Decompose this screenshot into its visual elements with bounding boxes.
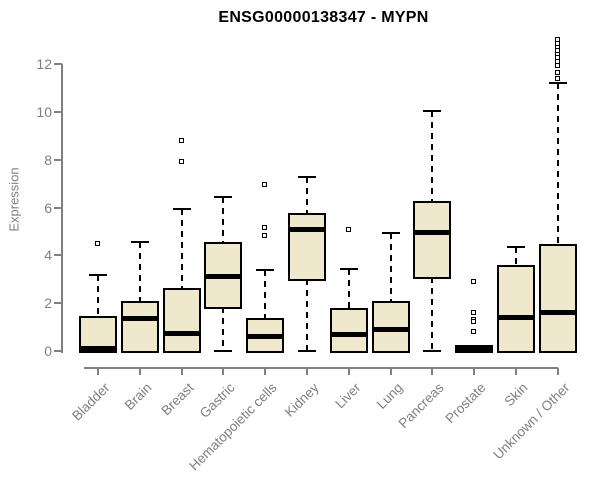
x-axis-tick bbox=[180, 368, 183, 375]
y-axis-tick bbox=[54, 63, 62, 66]
y-tick-label: 10 bbox=[36, 104, 52, 121]
median-line bbox=[81, 346, 115, 352]
y-tick-label: 2 bbox=[44, 295, 52, 312]
x-axis-tick bbox=[473, 368, 476, 375]
x-axis-tick bbox=[97, 368, 99, 375]
upper-whisker-line bbox=[97, 274, 99, 318]
x-axis-tick bbox=[138, 368, 141, 375]
upper-whisker-line bbox=[138, 242, 141, 304]
y-axis-tick bbox=[54, 206, 62, 209]
upper-whisker-cap bbox=[381, 231, 400, 234]
upper-whisker-cap bbox=[256, 268, 275, 271]
upper-whisker-cap bbox=[214, 195, 233, 198]
outlier-point bbox=[178, 137, 184, 143]
outlier-point bbox=[262, 233, 268, 239]
outlier-point bbox=[471, 319, 477, 325]
upper-whisker-cap bbox=[298, 175, 316, 178]
upper-whisker-line bbox=[222, 196, 225, 244]
x-axis-tick bbox=[515, 368, 517, 375]
outlier-point bbox=[95, 240, 100, 246]
outlier-point bbox=[554, 75, 560, 81]
y-axis-tick bbox=[54, 158, 62, 161]
upper-whisker-line bbox=[347, 268, 350, 311]
x-axis-line bbox=[84, 367, 558, 369]
y-tick-label: 12 bbox=[36, 56, 52, 73]
outlier-point bbox=[262, 181, 268, 187]
x-axis-tick bbox=[556, 368, 559, 375]
upper-whisker-cap bbox=[172, 207, 191, 210]
x-axis-tick bbox=[389, 368, 392, 375]
box bbox=[162, 288, 201, 353]
box bbox=[329, 308, 368, 353]
y-axis-tick bbox=[54, 302, 62, 305]
outlier-point bbox=[554, 69, 560, 75]
median-line bbox=[373, 327, 408, 332]
x-axis-tick bbox=[347, 368, 350, 375]
upper-whisker-line bbox=[306, 176, 308, 215]
median-line bbox=[248, 334, 283, 340]
median-line bbox=[415, 230, 450, 236]
median-line bbox=[331, 331, 366, 337]
upper-whisker-line bbox=[556, 83, 559, 246]
y-axis-line bbox=[61, 64, 63, 353]
box bbox=[538, 243, 577, 353]
y-axis-tick bbox=[54, 254, 62, 257]
box bbox=[413, 200, 452, 279]
median-line bbox=[122, 316, 157, 322]
x-axis-tick bbox=[306, 368, 308, 375]
upper-whisker-cap bbox=[423, 109, 442, 112]
upper-whisker-line bbox=[431, 110, 434, 203]
outlier-point bbox=[471, 328, 477, 334]
outlier-point bbox=[471, 278, 477, 284]
chart-title: ENSG00000138347 - MYPN bbox=[218, 9, 429, 26]
x-axis-tick bbox=[264, 368, 267, 375]
lower-whisker-cap bbox=[214, 350, 233, 352]
y-tick-label: 6 bbox=[44, 199, 52, 216]
box bbox=[497, 265, 535, 353]
y-tick-label: 8 bbox=[44, 151, 52, 168]
outlier-point bbox=[471, 309, 477, 315]
box bbox=[120, 301, 159, 353]
outlier-point bbox=[345, 227, 351, 233]
upper-whisker-cap bbox=[339, 267, 358, 270]
y-axis-tick bbox=[54, 350, 62, 352]
upper-whisker-cap bbox=[548, 82, 567, 85]
upper-whisker-cap bbox=[89, 273, 107, 276]
median-line bbox=[499, 315, 533, 321]
y-tick-label: 0 bbox=[44, 343, 52, 359]
x-axis-tick bbox=[222, 368, 225, 375]
upper-whisker-line bbox=[389, 232, 392, 304]
lower-whisker-cap bbox=[423, 350, 442, 352]
median-line bbox=[540, 310, 575, 316]
box bbox=[288, 212, 326, 282]
outlier-point bbox=[554, 62, 560, 68]
median-line bbox=[164, 330, 199, 336]
lower-whisker-cap bbox=[298, 350, 316, 352]
upper-whisker-cap bbox=[130, 241, 149, 244]
median-line bbox=[290, 226, 324, 232]
x-axis-tick bbox=[431, 368, 434, 375]
outlier-point bbox=[178, 159, 184, 165]
upper-whisker-line bbox=[515, 247, 517, 268]
outlier-point bbox=[262, 224, 268, 230]
upper-whisker-line bbox=[180, 208, 183, 291]
median-line bbox=[206, 274, 241, 280]
lower-whisker-line bbox=[431, 276, 434, 351]
upper-whisker-line bbox=[264, 269, 267, 320]
lower-whisker-line bbox=[306, 279, 308, 351]
upper-whisker-cap bbox=[507, 246, 525, 249]
lower-whisker-line bbox=[222, 306, 225, 351]
y-tick-label: 4 bbox=[44, 247, 52, 264]
y-axis-tick bbox=[54, 111, 62, 114]
median-line bbox=[457, 347, 492, 353]
